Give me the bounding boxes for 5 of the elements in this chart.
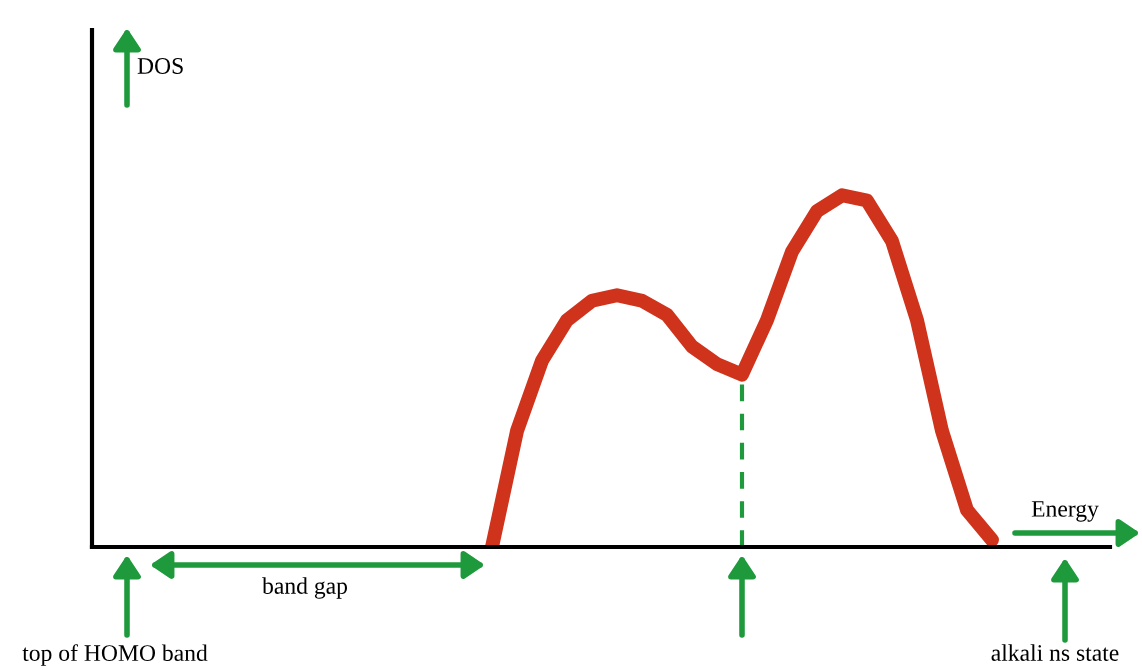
text: DOS (137, 58, 183, 74)
text: band gap (262, 577, 348, 599)
text: top of HOMO band (22, 644, 208, 666)
text: alkali ns state (991, 644, 1119, 661)
annotation: Energy (1031, 501, 1099, 522)
